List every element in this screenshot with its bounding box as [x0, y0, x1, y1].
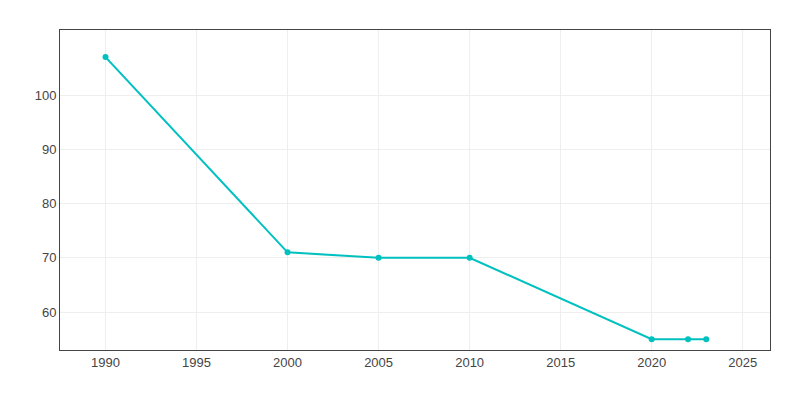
svg-text:2020: 2020: [637, 355, 666, 370]
svg-text:90: 90: [42, 142, 56, 157]
svg-text:2025: 2025: [728, 355, 757, 370]
svg-text:2005: 2005: [364, 355, 393, 370]
svg-text:1995: 1995: [182, 355, 211, 370]
svg-text:1990: 1990: [91, 355, 120, 370]
svg-text:80: 80: [42, 196, 56, 211]
svg-text:2010: 2010: [455, 355, 484, 370]
svg-text:100: 100: [35, 88, 57, 103]
svg-text:60: 60: [42, 305, 56, 320]
svg-text:2015: 2015: [546, 355, 575, 370]
svg-text:70: 70: [42, 250, 56, 265]
svg-text:2000: 2000: [273, 355, 302, 370]
